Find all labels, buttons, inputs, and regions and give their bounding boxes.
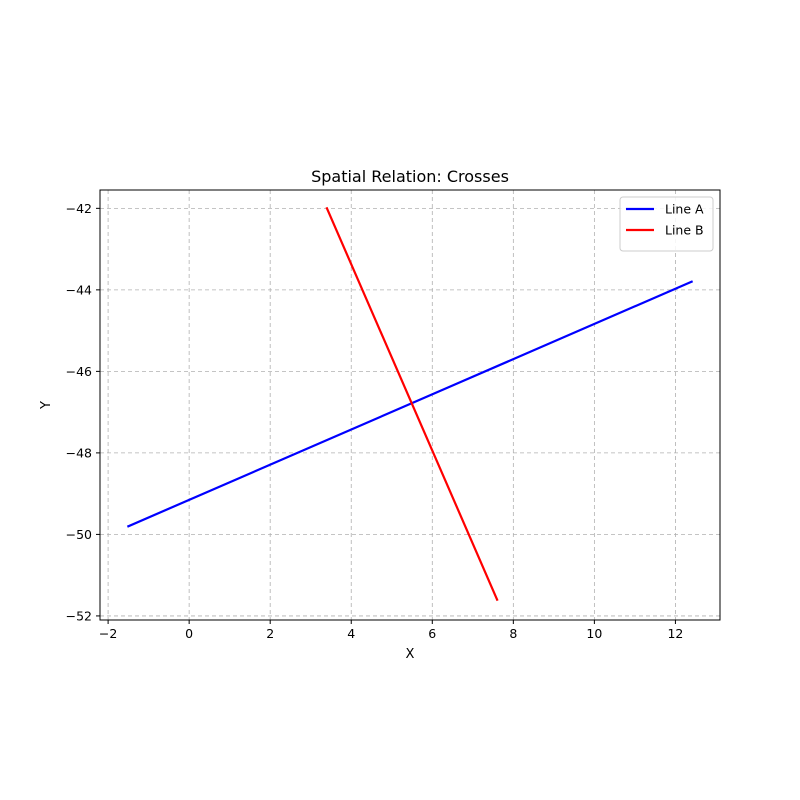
y-tick-label: −52 [66, 608, 92, 623]
x-tick-label: 4 [347, 626, 355, 641]
series-line-1 [126, 280, 694, 528]
plot-frame [99, 189, 721, 621]
legend: Line A Line B [619, 196, 714, 252]
x-tick-label: 8 [509, 626, 517, 641]
y-tick-label: −50 [66, 527, 92, 542]
x-axis-ticks: −2 0 2 4 6 8 10 12 [99, 620, 683, 641]
series-lines [126, 206, 694, 602]
x-tick-label: −2 [99, 626, 117, 641]
y-axis-ticks: −52 −50 −48 −46 −44 −42 [66, 201, 100, 623]
y-tick-label: −46 [66, 364, 92, 379]
y-tick-label: −44 [66, 282, 92, 297]
y-tick-label: −42 [66, 201, 92, 216]
legend-box [619, 196, 714, 252]
x-tick-label: 6 [428, 626, 436, 641]
y-axis-label: Y [39, 401, 54, 410]
x-tick-label: 10 [586, 626, 602, 641]
x-tick-label: 2 [266, 626, 274, 641]
x-axis-label: X [406, 647, 415, 662]
x-tick-label: 12 [667, 626, 683, 641]
chart-title: Spatial Relation: Crosses [311, 167, 509, 186]
x-tick-label: 0 [185, 626, 193, 641]
series-line-2 [325, 206, 499, 602]
y-tick-label: −48 [66, 445, 92, 460]
legend-label: Line A [665, 202, 704, 217]
legend-label: Line B [665, 223, 704, 238]
